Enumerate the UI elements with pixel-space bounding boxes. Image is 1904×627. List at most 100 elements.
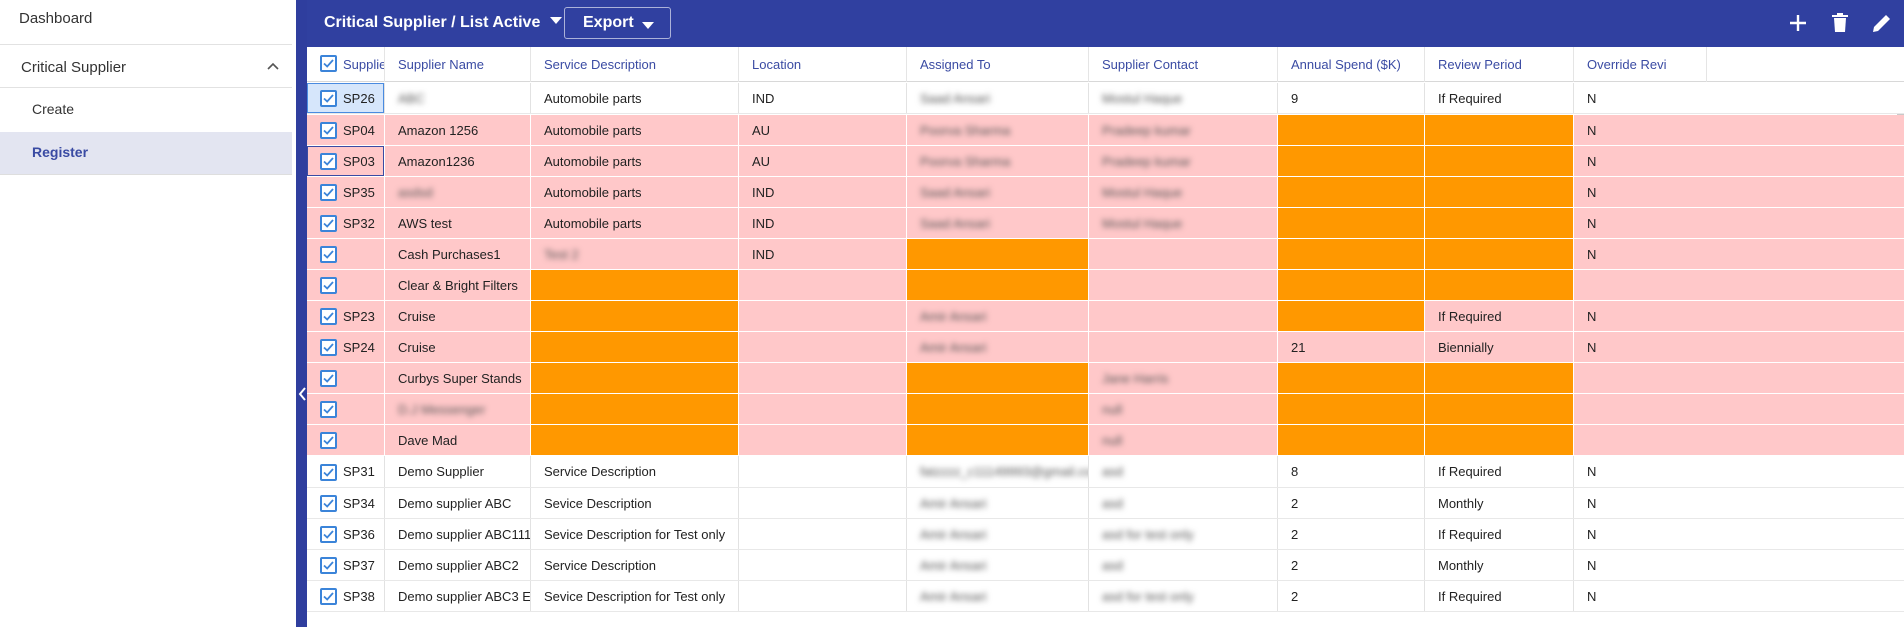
sidebar-item-create[interactable]: Create <box>32 101 75 117</box>
cell-service-description[interactable]: Sevice Description <box>531 488 739 518</box>
cell-annual-spend[interactable]: 2 <box>1278 550 1425 580</box>
cell-supplier-id[interactable]: SP35 <box>307 177 385 207</box>
sidebar-item-register[interactable]: Register <box>0 132 292 174</box>
cell-service-description[interactable] <box>531 394 739 424</box>
column-header-annual-spend[interactable]: Annual Spend ($K) <box>1278 47 1425 82</box>
cell-assigned-to[interactable] <box>907 270 1089 300</box>
cell-location[interactable] <box>739 394 907 424</box>
sidebar-section-critical-supplier[interactable]: Critical Supplier <box>0 44 292 88</box>
cell-service-description[interactable]: Automobile parts <box>531 83 739 113</box>
cell-assigned-to[interactable]: Amir Ansari <box>907 332 1089 362</box>
select-all-checkbox[interactable] <box>320 55 337 72</box>
cell-supplier-name[interactable]: Dave Mad <box>385 425 531 455</box>
table-row[interactable]: SP03 Amazon1236 Automobile parts AU Poorva S… <box>307 146 1904 177</box>
cell-location[interactable] <box>739 456 907 487</box>
cell-supplier-name[interactable]: Cash Purchases1 <box>385 239 531 269</box>
cell-supplier-contact[interactable]: Mostul Haque <box>1089 208 1278 238</box>
cell-supplier-name[interactable]: Demo supplier ABC <box>385 488 531 518</box>
cell-location[interactable]: AU <box>739 115 907 145</box>
column-header-assigned-to[interactable]: Assigned To <box>907 47 1089 82</box>
cell-override-review[interactable]: N <box>1574 519 1707 549</box>
cell-supplier-contact[interactable]: Jane Harris <box>1089 363 1278 393</box>
cell-location[interactable] <box>739 581 907 611</box>
cell-supplier-name[interactable]: Demo supplier ABC3 Edit <box>385 581 531 611</box>
cell-location[interactable] <box>739 488 907 518</box>
cell-supplier-name[interactable]: Demo supplier ABC2 <box>385 550 531 580</box>
cell-assigned-to[interactable] <box>907 363 1089 393</box>
cell-supplier-contact[interactable]: Pradeep kumar <box>1089 115 1278 145</box>
column-header-supplier-id[interactable]: Supplier Id <box>340 47 385 82</box>
cell-supplier-name[interactable]: Amazon 1256 <box>385 115 531 145</box>
cell-supplier-contact[interactable]: Mostul Haque <box>1089 177 1278 207</box>
cell-review-period[interactable] <box>1425 177 1574 207</box>
cell-service-description[interactable] <box>531 270 739 300</box>
column-header-review-period[interactable]: Review Period <box>1425 47 1574 82</box>
cell-annual-spend[interactable]: 21 <box>1278 332 1425 362</box>
cell-location[interactable] <box>739 270 907 300</box>
cell-supplier-contact[interactable]: null <box>1089 394 1278 424</box>
table-row[interactable]: D.J Messenger null <box>307 394 1904 425</box>
cell-review-period[interactable]: Monthly <box>1425 550 1574 580</box>
cell-supplier-id[interactable]: SP37 <box>307 550 385 580</box>
table-row[interactable]: SP32 AWS test Automobile parts IND Saad Ansa… <box>307 208 1904 239</box>
cell-location[interactable]: IND <box>739 239 907 269</box>
table-row[interactable]: Curbys Super Stands Jane Harris <box>307 363 1904 394</box>
row-checkbox[interactable] <box>320 588 337 605</box>
sidebar-collapse-rail[interactable] <box>296 0 307 627</box>
row-checkbox[interactable] <box>320 557 337 574</box>
cell-assigned-to[interactable]: Amir Ansari <box>907 301 1089 331</box>
cell-service-description[interactable]: Automobile parts <box>531 146 739 176</box>
cell-override-review[interactable] <box>1574 270 1707 300</box>
cell-supplier-name[interactable]: Demo Supplier <box>385 456 531 487</box>
cell-override-review[interactable]: N <box>1574 301 1707 331</box>
column-header-service-description[interactable]: Service Description <box>531 47 739 82</box>
plus-icon[interactable] <box>1786 11 1810 35</box>
cell-supplier-name[interactable]: Cruise <box>385 301 531 331</box>
cell-supplier-contact[interactable] <box>1089 301 1278 331</box>
cell-supplier-contact[interactable] <box>1089 332 1278 362</box>
view-selector[interactable]: Critical Supplier / List Active <box>324 14 563 32</box>
cell-location[interactable]: AU <box>739 146 907 176</box>
cell-supplier-name[interactable]: Clear & Bright Filters <box>385 270 531 300</box>
cell-supplier-id[interactable]: SP03 <box>307 146 385 176</box>
cell-override-review[interactable]: N <box>1574 115 1707 145</box>
table-row[interactable]: SP23 Cruise Amir Ansari If Required N <box>307 301 1904 332</box>
cell-supplier-contact[interactable]: Mostul Haque <box>1089 83 1278 113</box>
cell-supplier-id[interactable]: SP23 <box>307 301 385 331</box>
chevron-left-icon[interactable] <box>297 386 307 402</box>
cell-review-period[interactable] <box>1425 363 1574 393</box>
row-checkbox[interactable] <box>320 246 337 263</box>
cell-supplier-id[interactable]: SP24 <box>307 332 385 362</box>
cell-service-description[interactable]: Automobile parts <box>531 115 739 145</box>
sidebar-item-dashboard[interactable]: Dashboard <box>19 10 93 27</box>
cell-location[interactable] <box>739 332 907 362</box>
cell-annual-spend[interactable]: 2 <box>1278 488 1425 518</box>
cell-assigned-to[interactable]: Amir Ansari <box>907 488 1089 518</box>
cell-override-review[interactable]: N <box>1574 332 1707 362</box>
table-row[interactable]: SP31 Demo Supplier Service Description fatz… <box>307 456 1904 488</box>
cell-override-review[interactable]: N <box>1574 550 1707 580</box>
row-checkbox[interactable] <box>320 432 337 449</box>
cell-annual-spend[interactable] <box>1278 363 1425 393</box>
cell-supplier-name[interactable]: asdsd <box>385 177 531 207</box>
cell-supplier-id[interactable]: SP31 <box>307 456 385 487</box>
cell-annual-spend[interactable] <box>1278 425 1425 455</box>
cell-review-period[interactable]: If Required <box>1425 519 1574 549</box>
cell-review-period[interactable] <box>1425 394 1574 424</box>
cell-supplier-name[interactable]: D.J Messenger <box>385 394 531 424</box>
cell-supplier-id[interactable] <box>307 425 385 455</box>
cell-service-description[interactable]: Test 2 <box>531 239 739 269</box>
row-checkbox[interactable] <box>320 308 337 325</box>
cell-location[interactable]: IND <box>739 83 907 113</box>
cell-override-review[interactable] <box>1574 363 1707 393</box>
cell-review-period[interactable] <box>1425 239 1574 269</box>
column-header-location[interactable]: Location <box>739 47 907 82</box>
table-row[interactable]: SP37 Demo supplier ABC2 Service Descriptio… <box>307 550 1904 581</box>
cell-service-description[interactable]: Service Description <box>531 550 739 580</box>
row-checkbox[interactable] <box>320 339 337 356</box>
cell-supplier-contact[interactable] <box>1089 239 1278 269</box>
cell-override-review[interactable]: N <box>1574 177 1707 207</box>
cell-service-description[interactable]: Sevice Description for Test only <box>531 519 739 549</box>
cell-review-period[interactable]: Monthly <box>1425 488 1574 518</box>
cell-supplier-contact[interactable]: asd for test only <box>1089 581 1278 611</box>
